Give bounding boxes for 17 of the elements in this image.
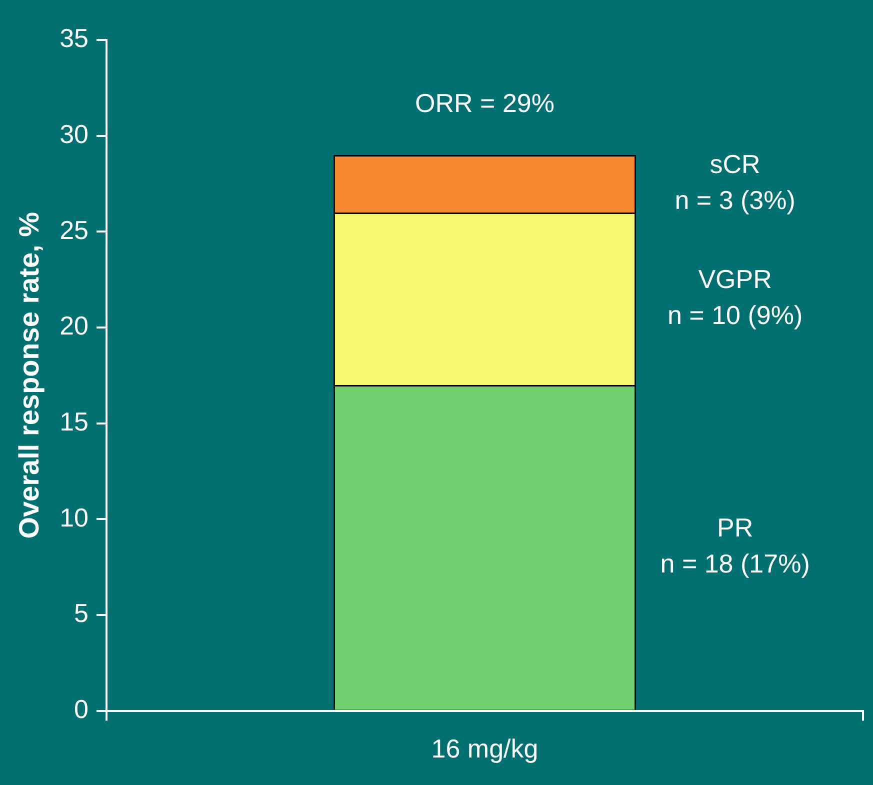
annotation: ORR = 29% — [415, 88, 554, 118]
annotation: n = 18 (17%) — [660, 548, 810, 579]
y-tick-label: 0 — [74, 694, 89, 724]
y-axis-title: Overall response rate, % — [14, 212, 45, 539]
y-tick-label: 5 — [74, 598, 89, 628]
text: sCR — [710, 148, 760, 179]
y-tick-label: 10 — [60, 502, 89, 532]
y-tick-label: 15 — [60, 406, 89, 436]
x-tick-label: 16 mg/kg — [431, 734, 538, 764]
annotation: n = 3 (3%) — [674, 184, 796, 215]
text: VGPR — [698, 264, 772, 294]
y-tick-label: 25 — [60, 214, 89, 245]
text: PR — [716, 512, 754, 543]
y-tick-label: 35 — [60, 23, 89, 54]
annotation: n = 10 (9%) — [667, 300, 803, 330]
y-tick-label: 30 — [60, 119, 89, 149]
y-tick-label: 20 — [60, 310, 89, 341]
